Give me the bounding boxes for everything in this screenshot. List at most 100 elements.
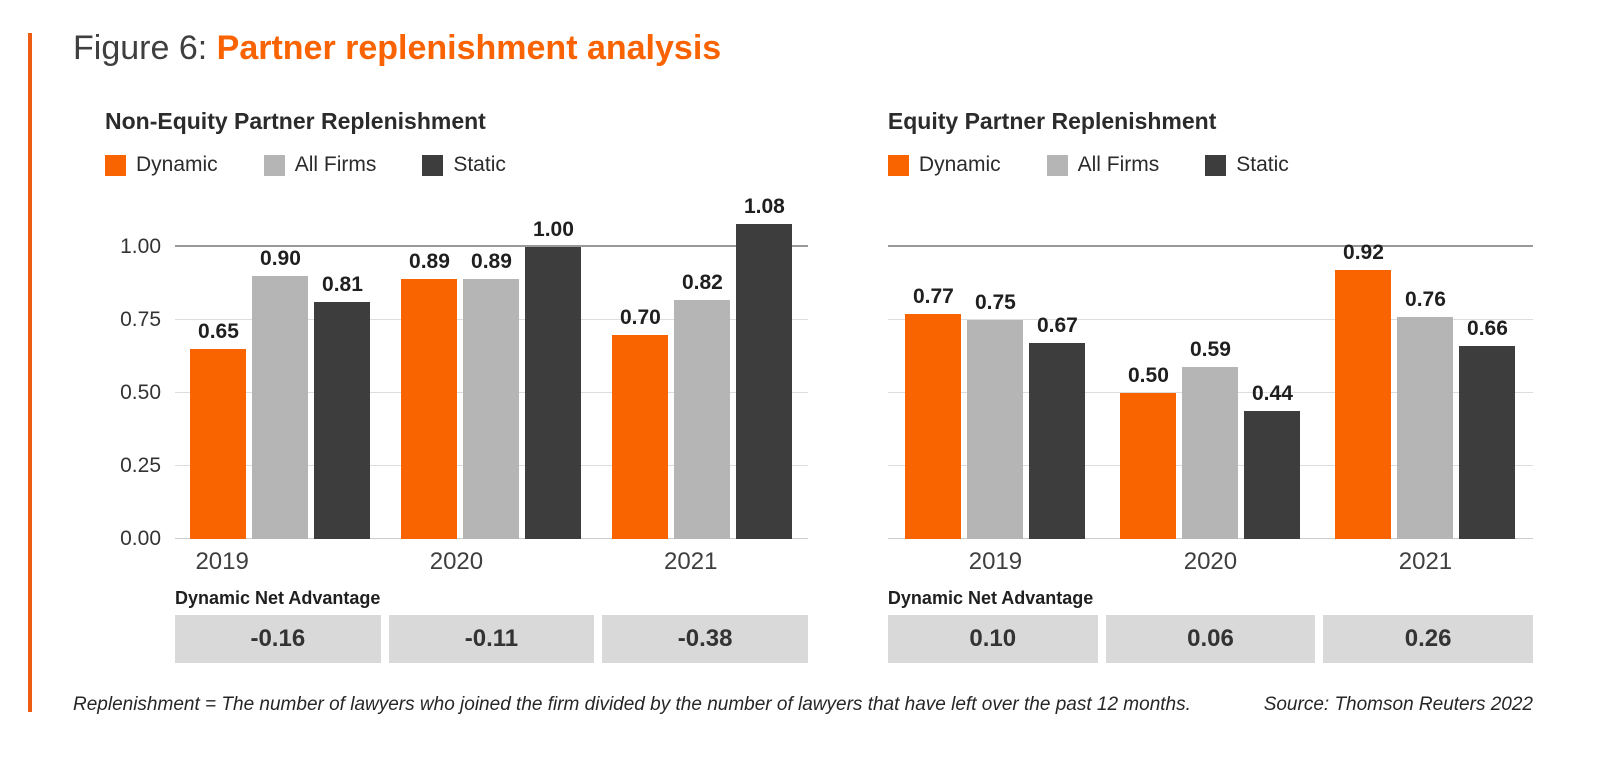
footnote-row: Replenishment = The number of lawyers wh… [73,694,1533,716]
net-advantage-label: Dynamic Net Advantage [175,588,381,608]
bar-groups: 0.65 0.90 0.81 0.89 0.89 1.00 0.70 0.82 1.08 [175,177,808,539]
bar-static-2020: 0.44 [1244,382,1301,539]
y-tick-label: 0.75 [120,308,161,331]
bar-value-all-firms-2021: 0.82 [681,270,723,294]
bar-value-dynamic-2020: 0.89 [409,250,450,274]
legend: Dynamic All Firms Static [105,153,808,177]
footnote-definition: Replenishment = The number of lawyers wh… [73,694,1191,715]
net-advantage-boxes: -0.16 -0.11 -0.38 [175,615,808,663]
chart-panel-non-equity-partner-replenishment: Non-Equity Partner Replenishment Dynamic… [105,106,808,663]
x-axis-label-2019: 2019 [195,548,249,575]
legend-label-all-firms: All Firms [1077,153,1160,176]
x-axis-labels: 2019 2020 2021 [105,548,808,576]
x-axis-label-2020: 2020 [1183,548,1238,575]
net-advantage: Dynamic Net Advantage 0.10 0.06 0.26 [887,586,1533,663]
bar-all-firms-2019: 0.90 [252,247,309,539]
bar-static-2020: 1.00 [525,218,582,539]
net-advantage-value-2019: 0.10 [887,615,1098,663]
plot-area: 0.77 0.75 0.67 0.50 0.59 0.44 0.92 0.76 0.66 [887,241,1533,539]
footnote-source: Source: Thomson Reuters 2022 [1263,694,1533,715]
gridline-top [175,245,808,247]
x-axis-label-2020: 2020 [429,548,484,575]
chart-title: Non-Equity Partner Replenishment [105,108,486,134]
bar-value-all-firms-2021: 0.76 [1405,288,1446,312]
bar-value-all-firms-2019: 0.75 [974,291,1016,314]
x-axis-label-2021: 2021 [1398,548,1453,575]
bar-groups: 0.77 0.75 0.67 0.50 0.59 0.44 0.92 0.76 0.66 [888,177,1533,539]
legend-label-dynamic: Dynamic [918,153,1001,176]
figure-title: Figure 6: Partner replenishment analysis [73,26,1533,70]
y-tick-label: 0.00 [120,527,161,550]
bar-static-2021: 1.08 [736,195,793,539]
bar-all-firms-2019: 0.75 [967,291,1024,539]
net-advantage-label: Dynamic Net Advantage [887,588,1094,608]
bar-dynamic-2021: 0.70 [612,306,669,539]
plot-area: 0.65 0.90 0.81 0.89 0.89 1.00 0.70 0.82 1.08 [175,195,808,539]
bar-value-static-2020: 1.00 [533,218,574,241]
bar-dynamic-2020: 0.89 [401,250,458,539]
legend-label-dynamic: Dynamic [136,153,218,176]
x-axis-labels: 2019 2020 2021 [888,548,1533,576]
y-tick-label: 1.00 [120,235,161,258]
bar-value-dynamic-2019: 0.77 [912,285,954,309]
plot-row: 0.00 0.25 0.50 0.75 1.00 0.65 0.90 0.81 0.89 0.8… [105,177,808,550]
figure-name: Partner replenishment analysis [216,29,722,67]
bar-value-dynamic-2020: 0.50 [1128,364,1169,387]
legend-item-static: Static [422,153,506,177]
dynamic-swatch [887,154,909,176]
legend-label-static: Static [1236,153,1289,176]
net-advantage-value-2021: -0.38 [602,615,808,663]
figure-label: Figure 6: [73,29,208,67]
charts-row: Non-Equity Partner Replenishment Dynamic… [105,106,1533,663]
bar-dynamic-2020: 0.50 [1120,364,1177,539]
bar-value-static-2021: 0.66 [1467,317,1508,341]
bar-static-2019: 0.81 [314,273,371,539]
y-tick-label: 0.25 [120,454,161,477]
x-axis-label-2019: 2019 [968,548,1023,575]
net-advantage-value-2019: -0.16 [175,615,381,663]
bar-value-static-2020: 0.44 [1252,381,1293,405]
legend-label-all-firms: All Firms [294,153,377,176]
y-tick-label: 0.50 [120,381,161,404]
legend-label-static: Static [453,153,506,176]
legend: Dynamic All Firms Static [887,153,1533,177]
net-advantage-value-2020: -0.11 [388,615,595,663]
legend-item-static: Static [1205,153,1289,177]
legend-item-all-firms: All Firms [1046,153,1160,177]
bar-static-2019: 0.67 [1029,314,1086,539]
net-advantage: Dynamic Net Advantage -0.16 -0.11 -0.38 [175,586,808,663]
bar-value-static-2019: 0.67 [1036,314,1078,338]
bar-value-all-firms-2019: 0.90 [260,247,301,271]
bar-dynamic-2019: 0.65 [190,320,247,539]
accent-line [28,33,32,712]
bar-value-static-2019: 0.81 [322,273,363,297]
bar-value-static-2021: 1.08 [743,194,785,218]
net-advantage-boxes: 0.10 0.06 0.26 [887,615,1533,663]
chart-panel-equity-partner-replenishment: Equity Partner Replenishment Dynamic All … [887,106,1533,663]
net-advantage-value-2020: 0.06 [1105,615,1316,663]
bar-all-firms-2020: 0.59 [1182,338,1239,539]
legend-item-all-firms: All Firms [263,153,377,177]
bar-value-all-firms-2020: 0.59 [1190,337,1231,361]
y-axis: 0.00 0.25 0.50 0.75 1.00 [105,236,175,550]
bar-value-dynamic-2019: 0.65 [198,320,239,344]
plot-row: 0.77 0.75 0.67 0.50 0.59 0.44 0.92 0.76 0.66 [887,177,1533,539]
bar-value-dynamic-2021: 0.70 [619,305,661,329]
gridline [887,319,1533,320]
legend-item-dynamic: Dynamic [887,153,1001,177]
bar-dynamic-2021: 0.92 [1335,241,1392,539]
x-axis-label-2021: 2021 [664,548,718,575]
static-swatch [422,154,444,176]
all-firms-swatch [1046,154,1068,176]
bar-value-dynamic-2021: 0.92 [1343,241,1384,265]
legend-item-dynamic: Dynamic [105,153,218,177]
bar-dynamic-2019: 0.77 [905,285,962,539]
gridline-top [887,245,1533,247]
bar-all-firms-2021: 0.76 [1397,288,1454,539]
all-firms-swatch [263,154,285,176]
static-swatch [1205,154,1227,176]
bar-static-2021: 0.66 [1459,317,1516,539]
figure-content: Figure 6: Partner replenishment analysis… [73,26,1533,716]
bar-all-firms-2021: 0.82 [674,271,731,539]
net-advantage-value-2021: 0.26 [1323,615,1533,663]
